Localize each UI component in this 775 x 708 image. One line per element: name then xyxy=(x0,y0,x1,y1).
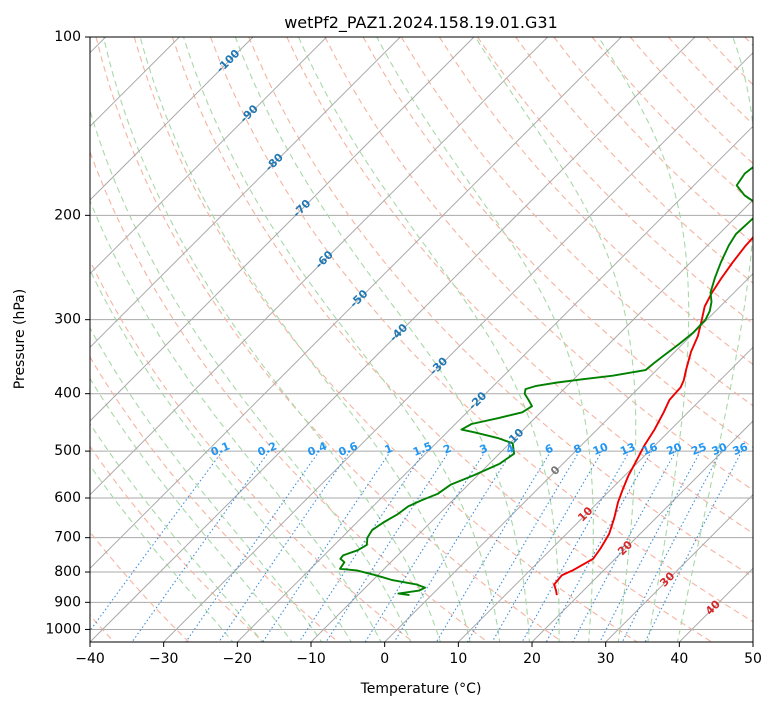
isotherm-line xyxy=(531,420,753,642)
y-tick-label: 400 xyxy=(54,386,81,402)
y-tick-label: 900 xyxy=(54,594,81,610)
mixing-ratio-lines xyxy=(90,450,743,642)
dry-adiabat xyxy=(477,37,753,325)
y-tick-label: 700 xyxy=(54,530,81,546)
dry-adiabat xyxy=(90,531,190,642)
mixing-ratio-line xyxy=(325,450,450,642)
x-tick-label: −10 xyxy=(296,651,326,667)
y-tick-label: 300 xyxy=(54,312,81,328)
moist-adiabat xyxy=(90,422,264,642)
plot-frame xyxy=(89,36,754,643)
mixing-ratio-label: 20 xyxy=(665,440,684,458)
pressure-gridlines xyxy=(90,37,753,630)
mixing-ratio-label: 2 xyxy=(441,442,453,457)
x-tick-label: 40 xyxy=(670,651,688,667)
moist-adiabat xyxy=(90,326,323,642)
moist-adiabat xyxy=(297,37,560,642)
y-tick-label: 500 xyxy=(54,443,81,459)
dry-adiabat xyxy=(362,37,753,449)
dry-adiabat xyxy=(90,259,414,642)
mixing-ratio-line xyxy=(393,450,513,642)
moist-adiabat xyxy=(598,37,690,642)
mixing-ratio-label: 8 xyxy=(572,442,584,457)
moist-adiabat xyxy=(90,108,412,642)
mixing-ratio-label: 3 xyxy=(478,442,490,457)
moist-adiabat xyxy=(90,199,382,642)
y-axis-title: Pressure (hPa) xyxy=(12,289,28,389)
dry-adiabat xyxy=(133,37,639,642)
moist-adiabat xyxy=(182,37,501,642)
dry-adiabat xyxy=(209,37,753,623)
x-tick-label: 50 xyxy=(744,651,762,667)
y-axis-ticks: 100 200 300 400 500 600 700 800 900 1000 xyxy=(45,29,90,637)
y-tick-label: 800 xyxy=(54,564,81,580)
mixing-ratio-label: 36 xyxy=(731,440,750,458)
y-tick-label: 200 xyxy=(54,207,81,223)
moist-adiabat xyxy=(90,377,293,642)
mixing-ratio-label: 30 xyxy=(710,440,729,458)
isotherm-line xyxy=(90,37,549,496)
moist-adiabat xyxy=(474,37,637,642)
moist-adiabat xyxy=(102,37,441,642)
mixing-ratio-line xyxy=(262,450,392,642)
isotherm-line xyxy=(90,37,623,570)
isotherm-line xyxy=(90,37,402,349)
x-tick-label: 10 xyxy=(449,651,467,667)
dry-adiabat xyxy=(171,37,713,642)
sounding-series xyxy=(339,165,753,597)
isotherm-line xyxy=(90,37,254,201)
mixing-ratio-line xyxy=(572,450,677,642)
temperature-profile xyxy=(553,236,753,596)
mixing-ratio-label: 25 xyxy=(689,440,708,458)
y-tick-label: 600 xyxy=(54,490,81,506)
x-tick-label: −30 xyxy=(149,651,179,667)
isotherm-line xyxy=(162,51,753,642)
dry-adiabat xyxy=(324,37,753,491)
y-tick-label: 100 xyxy=(54,29,81,45)
mixing-ratio-line xyxy=(644,450,743,642)
dewpoint-profile xyxy=(339,165,753,597)
x-tick-label: 30 xyxy=(597,651,615,667)
dry-adiabat xyxy=(90,445,265,642)
x-tick-label: 0 xyxy=(380,651,389,667)
mixing-ratio-line xyxy=(298,450,425,642)
mixing-ratio-line xyxy=(466,450,580,642)
isotherm-line xyxy=(457,346,753,642)
x-tick-label: −40 xyxy=(75,651,105,667)
isotherm-line xyxy=(236,125,753,642)
mixing-ratio-label: 1 xyxy=(383,442,395,457)
mixing-ratio-line xyxy=(131,450,270,642)
x-axis-ticks: −40 −30 −20 −10 0 10 20 30 40 50 xyxy=(75,642,762,667)
y-tick-label: 1000 xyxy=(45,621,81,637)
mixing-ratio-label: 13 xyxy=(618,440,637,458)
plot-area: -100-90-80-70-60-50-40-30-20-10010203040… xyxy=(90,37,753,642)
chart-title: wetPf2_PAZ1.2024.158.19.01.G31 xyxy=(284,13,558,33)
mixing-ratio-line xyxy=(491,450,603,642)
x-tick-label: −20 xyxy=(223,651,253,667)
mixing-ratio-line xyxy=(364,450,486,642)
isotherm-line xyxy=(90,37,475,422)
moist-adiabat xyxy=(676,37,753,642)
isotherm-line xyxy=(310,199,753,642)
x-axis-title: Temperature (°C) xyxy=(360,681,482,697)
dry-adiabat xyxy=(90,150,489,642)
moist-adiabat xyxy=(376,37,594,642)
dry-adiabat xyxy=(286,37,753,534)
isotherm-line xyxy=(90,37,696,642)
isotherm-line xyxy=(604,493,753,642)
dry-adiabat xyxy=(95,37,564,642)
dry-adiabat xyxy=(248,37,753,578)
isotherm-line xyxy=(90,37,328,275)
mixing-ratio-line xyxy=(621,450,722,642)
mixing-ratio-label: 16 xyxy=(640,440,659,458)
moist-adiabat xyxy=(90,464,234,642)
mixing-ratio-label: 10 xyxy=(591,440,610,458)
x-tick-label: 20 xyxy=(523,651,541,667)
